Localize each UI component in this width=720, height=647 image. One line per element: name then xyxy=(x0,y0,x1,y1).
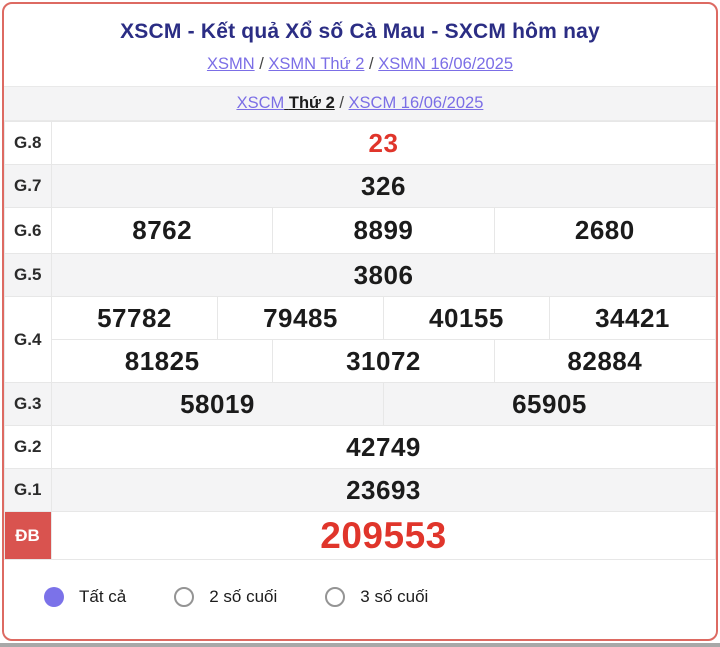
breadcrumb-link-xsmn-day[interactable]: XSMN Thứ 2 xyxy=(268,55,365,73)
filter-option-last2[interactable]: 2 số cuối xyxy=(174,587,277,607)
filter-option-label: Tất cả xyxy=(79,587,127,606)
sub-breadcrumb-link-xscm[interactable]: XSCM xyxy=(236,94,285,112)
table-row-g3: G.3 58019 65905 xyxy=(4,382,716,426)
table-row-g4-line2: 81825 31072 82884 xyxy=(5,339,716,383)
filter-option-last3[interactable]: 3 số cuối xyxy=(325,587,428,607)
prize-label-g7: G.7 xyxy=(4,164,52,208)
card-header: XSCM - Kết quả Xổ số Cà Mau - SXCM hôm n… xyxy=(4,4,716,44)
sub-breadcrumb-separator: / xyxy=(339,94,344,112)
prize-value: 326 xyxy=(51,164,716,208)
prize-value: 81825 xyxy=(50,339,274,383)
filter-option-label: 3 số cuối xyxy=(360,587,429,606)
prize-value: 82884 xyxy=(493,339,716,383)
table-row-g6: G.6 8762 8899 2680 xyxy=(4,207,716,254)
filter-option-label: 2 số cuối xyxy=(209,587,278,606)
prize-value: 79485 xyxy=(216,296,384,340)
filter-option-all[interactable]: Tất cả xyxy=(44,587,126,607)
results-table: G.8 23 G.7 326 G.6 8762 8899 2680 G.5 38… xyxy=(4,121,716,560)
station-day-group: XSCM Thứ 2 xyxy=(237,94,335,112)
breadcrumb: XSMN / XSMN Thứ 2 / XSMN 16/06/2025 xyxy=(4,44,716,86)
prize-label-db: ĐB xyxy=(4,511,52,560)
prize-value: 42749 xyxy=(51,425,716,469)
table-row-g7: G.7 326 xyxy=(4,164,716,208)
prize-value: 8762 xyxy=(50,207,274,254)
prize-label-g5: G.5 xyxy=(4,253,52,297)
prize-value-jackpot: 209553 xyxy=(51,511,716,560)
prize-value: 8899 xyxy=(272,207,495,254)
table-row-g8: G.8 23 xyxy=(4,121,716,165)
radio-selected-icon[interactable] xyxy=(44,587,64,607)
prize-label-g8: G.8 xyxy=(4,121,52,165)
prize-value: 2680 xyxy=(493,207,716,254)
prize-value: 34421 xyxy=(548,296,716,340)
prize-value: 65905 xyxy=(382,382,716,426)
sub-breadcrumb-band: XSCM Thứ 2 / XSCM 16/06/2025 xyxy=(4,86,716,121)
page-title: XSCM - Kết quả Xổ số Cà Mau - SXCM hôm n… xyxy=(120,20,600,43)
prize-label-g3: G.3 xyxy=(4,382,52,426)
table-row-g5: G.5 3806 xyxy=(4,253,716,297)
table-row-db: ĐB 209553 xyxy=(4,511,716,560)
breadcrumb-separator: / xyxy=(259,55,264,73)
breadcrumb-separator: / xyxy=(369,55,374,73)
prize-value: 3806 xyxy=(51,253,716,297)
station-day-label: Thứ 2 xyxy=(288,94,335,112)
table-row-g1: G.1 23693 xyxy=(4,468,716,512)
breadcrumb-link-xsmn[interactable]: XSMN xyxy=(206,55,255,73)
radio-unselected-icon[interactable] xyxy=(174,587,195,607)
prize-label-g6: G.6 xyxy=(4,207,52,254)
prize-value: 58019 xyxy=(51,382,384,426)
table-row-g2: G.2 42749 xyxy=(4,425,716,469)
page-bottom-strip xyxy=(0,643,720,647)
sub-breadcrumb-link-xscm-date[interactable]: XSCM 16/06/2025 xyxy=(348,94,484,112)
prize-label-g4: G.4 xyxy=(4,296,52,383)
radio-unselected-icon[interactable] xyxy=(325,587,346,607)
prize-value: 31072 xyxy=(272,339,495,383)
prize-value: 23693 xyxy=(51,468,716,512)
prize-value: 57782 xyxy=(51,296,218,340)
prize-label-g1: G.1 xyxy=(4,468,52,512)
prize-value: 40155 xyxy=(382,296,550,340)
prize-label-g2: G.2 xyxy=(4,425,52,469)
display-filter-group: Tất cả 2 số cuối 3 số cuối xyxy=(4,560,716,607)
prize-value: 23 xyxy=(51,121,716,165)
table-row-g4-line1: G.4 57782 79485 40155 34421 xyxy=(4,296,716,383)
breadcrumb-link-xsmn-date[interactable]: XSMN 16/06/2025 xyxy=(378,55,514,73)
